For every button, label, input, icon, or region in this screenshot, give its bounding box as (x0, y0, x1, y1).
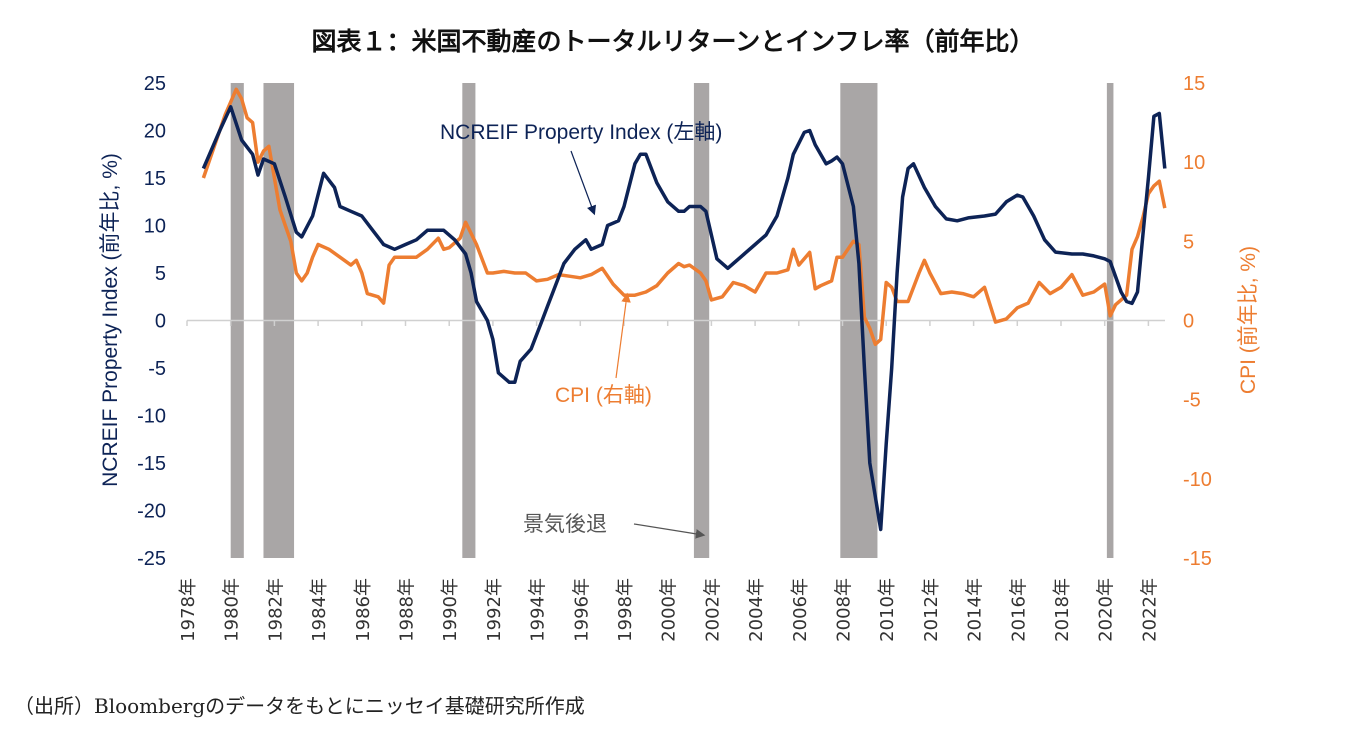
x-tick-label: 2006年 (790, 578, 811, 642)
chart-title: 図表１：米国不動産のトータルリターンとインフレ率（前年比） (311, 27, 1035, 56)
left-y-tick-label: 15 (144, 168, 166, 190)
right-y-tick-label: 15 (1183, 73, 1205, 95)
recession-annotation: 景気後退 (523, 512, 607, 536)
x-tick-label: 2022年 (1139, 578, 1160, 642)
x-tick-label: 2020年 (1096, 578, 1117, 642)
left-y-tick-label: 20 (144, 121, 166, 143)
ncreif-annotation: NCREIF Property Index (左軸) (440, 121, 722, 144)
left-y-tick-label: -15 (137, 453, 166, 475)
x-tick-label: 1992年 (484, 578, 505, 642)
x-tick-label: 1990年 (440, 578, 461, 642)
left-y-ticks: 25 20 15 10 5 0 -5 -10 -15 -20 -25 (137, 73, 166, 570)
x-tick-label: 2014年 (965, 578, 986, 642)
x-tick-label: 2008年 (834, 578, 855, 642)
x-tick-label: 1988年 (397, 578, 418, 642)
right-axis-label: CPI (前年比, %) (1237, 246, 1260, 394)
x-tick-label: 2012年 (921, 578, 942, 642)
x-tick-label: 1980年 (222, 578, 243, 642)
x-tick-label: 1984年 (309, 578, 330, 642)
ncreif-line (201, 105, 1167, 532)
right-y-ticks: 15 10 5 0 -5 -10 -15 (1183, 73, 1212, 570)
x-tick-label: 2016年 (1008, 578, 1029, 642)
x-tick-label: 1982年 (265, 578, 286, 642)
x-tick-label: 1994年 (528, 578, 549, 642)
ncreif-arrow (570, 150, 596, 216)
left-y-tick-label: -25 (137, 548, 166, 570)
left-y-tick-label: -5 (148, 358, 166, 380)
right-y-tick-label: -15 (1183, 548, 1212, 570)
x-tick-label: 2004年 (746, 578, 767, 642)
left-y-tick-label: 0 (155, 311, 166, 333)
x-tick-label: 1978年 (178, 578, 199, 642)
x-tick-label: 2010年 (877, 578, 898, 642)
recession-arrow (633, 523, 706, 539)
x-tick-label: 2000年 (659, 578, 680, 642)
right-y-tick-label: -5 (1183, 390, 1201, 412)
x-ticks: 1978年 1980年 1982年 1984年 1986年 1988年 1990年 1992年… (178, 320, 1160, 642)
x-tick-label: 1986年 (353, 578, 374, 642)
right-y-tick-label: 5 (1183, 231, 1194, 253)
left-y-tick-label: -20 (137, 501, 166, 523)
x-tick-label: 2018年 (1052, 578, 1073, 642)
cpi-annotation: CPI (右軸) (555, 384, 652, 407)
cpi-line (201, 87, 1167, 347)
x-tick-label: 2002年 (702, 578, 723, 642)
left-axis-label: NCREIF Property Index (前年比, %) (99, 153, 122, 487)
right-y-tick-label: 10 (1183, 152, 1205, 174)
right-y-tick-label: 0 (1183, 311, 1194, 333)
left-y-tick-label: -10 (137, 406, 166, 428)
right-y-tick-label: -10 (1183, 469, 1212, 491)
x-tick-label: 1996年 (571, 578, 592, 642)
left-y-tick-label: 10 (144, 216, 166, 238)
source-note: （出所）Bloombergのデータをもとにニッセイ基礎研究所作成 (14, 694, 585, 718)
cpi-arrow (615, 292, 631, 379)
left-y-tick-label: 5 (155, 263, 166, 285)
x-tick-label: 1998年 (615, 578, 636, 642)
left-y-tick-label: 25 (144, 73, 166, 95)
